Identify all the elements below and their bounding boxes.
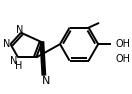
Text: N: N [3, 39, 10, 49]
Text: OH: OH [115, 39, 130, 49]
Text: N: N [16, 25, 24, 35]
Text: N: N [42, 76, 50, 86]
Text: OH: OH [115, 54, 130, 64]
Text: H: H [15, 61, 23, 71]
Text: N: N [10, 56, 17, 66]
